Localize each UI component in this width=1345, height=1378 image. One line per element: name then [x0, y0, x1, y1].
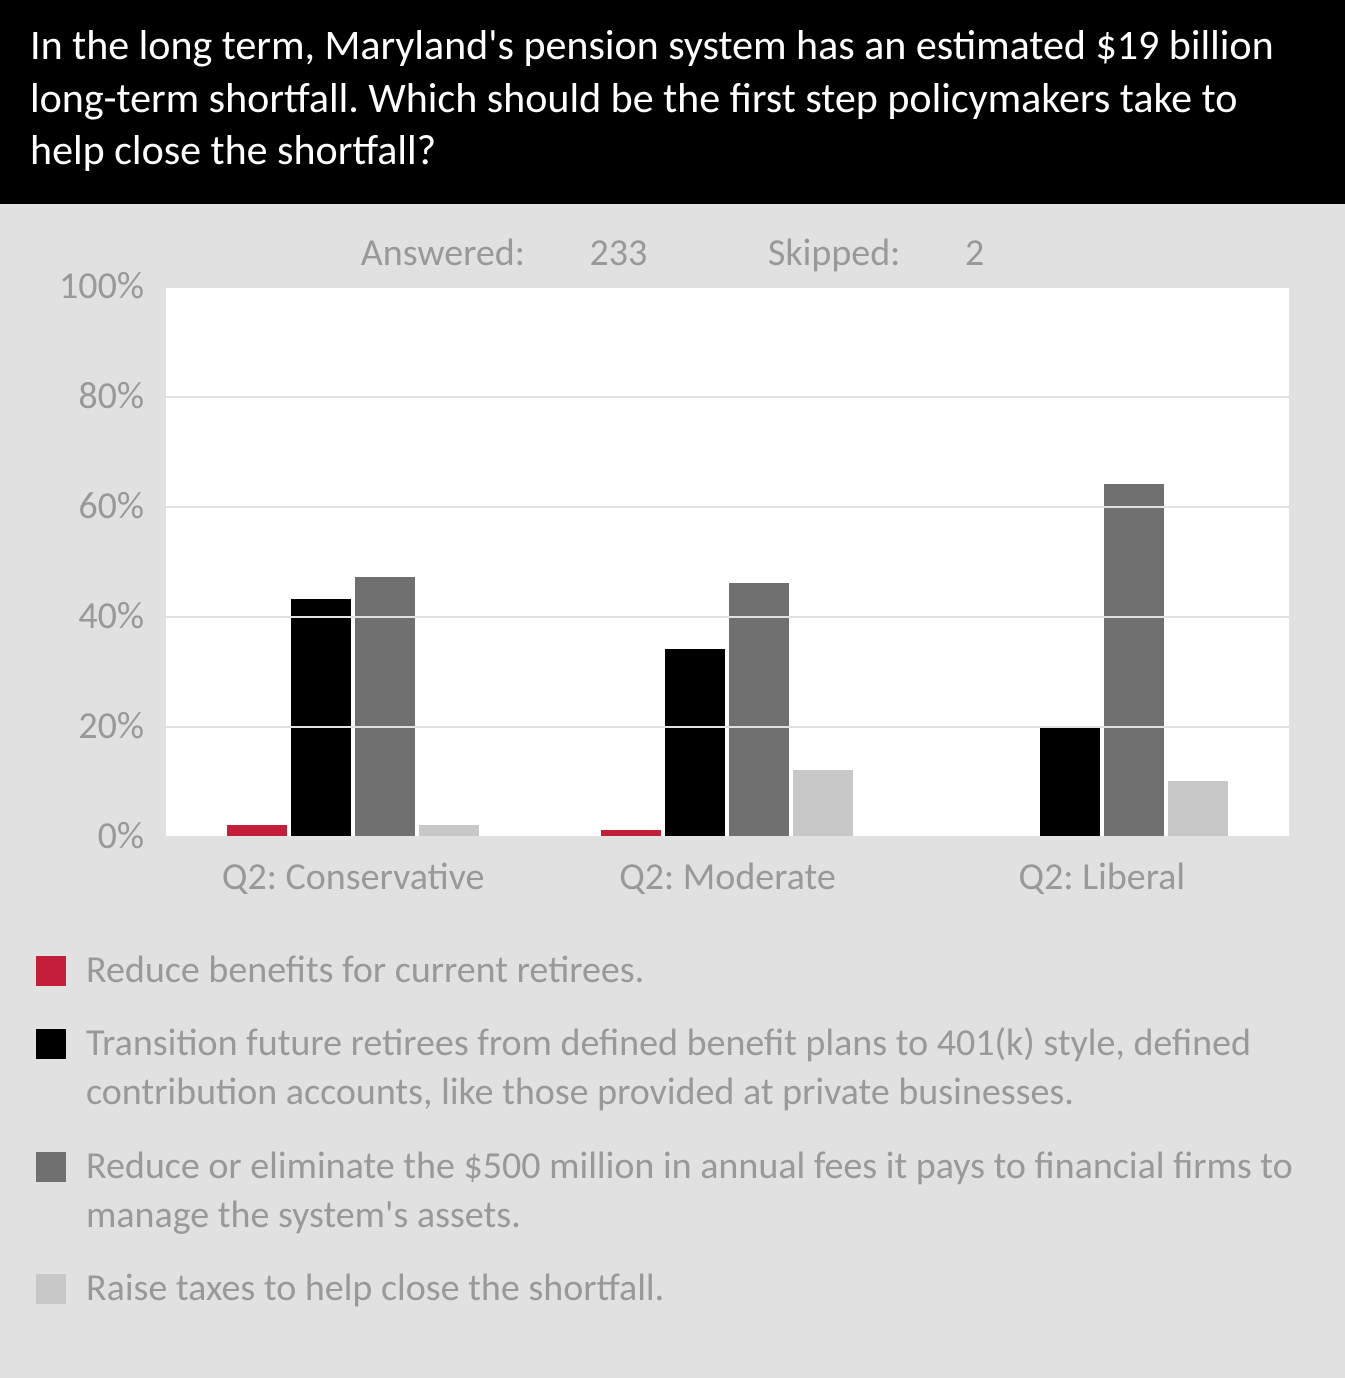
legend-swatch [36, 1274, 66, 1304]
skipped-label: Skipped: [768, 230, 900, 276]
gridline [166, 616, 1289, 618]
bar-group [915, 286, 1289, 836]
bar [291, 599, 351, 836]
x-axis-labels: Q2: ConservativeQ2: ModerateQ2: Liberal [166, 846, 1289, 906]
gridline [166, 506, 1289, 508]
legend-item: Transition future retirees from defined … [36, 1019, 1309, 1118]
legend-label: Reduce benefits for current retirees. [86, 946, 1309, 995]
bar [665, 649, 725, 836]
legend-item: Reduce or eliminate the $500 million in … [36, 1142, 1309, 1241]
bar [1040, 726, 1100, 836]
gridline [166, 286, 1289, 288]
x-axis-label: Q2: Moderate [540, 846, 914, 906]
y-axis-tick: 40% [36, 593, 156, 639]
question-header: In the long term, Maryland's pension sys… [0, 0, 1345, 204]
x-axis-label: Q2: Conservative [166, 846, 540, 906]
bar [227, 825, 287, 836]
legend: Reduce benefits for current retirees. Tra… [0, 916, 1345, 1378]
bar [793, 770, 853, 836]
skipped-block: Skipped: 2 [740, 230, 1012, 276]
legend-swatch [36, 1152, 66, 1182]
bar [601, 830, 661, 836]
y-axis-tick: 60% [36, 483, 156, 529]
gridline [166, 396, 1289, 398]
bar-group [540, 286, 914, 836]
chart-container: In the long term, Maryland's pension sys… [0, 0, 1345, 1378]
chart-wrap: Q2: ConservativeQ2: ModerateQ2: Liberal … [0, 286, 1345, 916]
y-axis-tick: 100% [36, 263, 156, 309]
skipped-value: 2 [965, 230, 984, 276]
y-axis-tick: 0% [36, 813, 156, 859]
bar [419, 825, 479, 836]
bar [1104, 484, 1164, 836]
answered-block: Answered: 233 [333, 230, 684, 276]
legend-label: Raise taxes to help close the shortfall. [86, 1264, 1309, 1313]
x-axis-label: Q2: Liberal [915, 846, 1289, 906]
legend-item: Raise taxes to help close the shortfall. [36, 1264, 1309, 1313]
bar-chart: Q2: ConservativeQ2: ModerateQ2: Liberal … [36, 286, 1309, 906]
bar [729, 583, 789, 836]
legend-swatch [36, 1029, 66, 1059]
y-axis-tick: 80% [36, 373, 156, 419]
y-axis-tick: 20% [36, 703, 156, 749]
plot-area [166, 286, 1289, 836]
response-meta: Answered: 233 Skipped: 2 [0, 204, 1345, 286]
legend-label: Transition future retirees from defined … [86, 1019, 1309, 1118]
bar-groups [166, 286, 1289, 836]
bar-group [166, 286, 540, 836]
legend-swatch [36, 956, 66, 986]
answered-value: 233 [590, 230, 648, 276]
bar [1168, 781, 1228, 836]
legend-label: Reduce or eliminate the $500 million in … [86, 1142, 1309, 1241]
legend-item: Reduce benefits for current retirees. [36, 946, 1309, 995]
question-title: In the long term, Maryland's pension sys… [30, 20, 1274, 176]
answered-label: Answered: [361, 230, 525, 276]
gridline [166, 726, 1289, 728]
